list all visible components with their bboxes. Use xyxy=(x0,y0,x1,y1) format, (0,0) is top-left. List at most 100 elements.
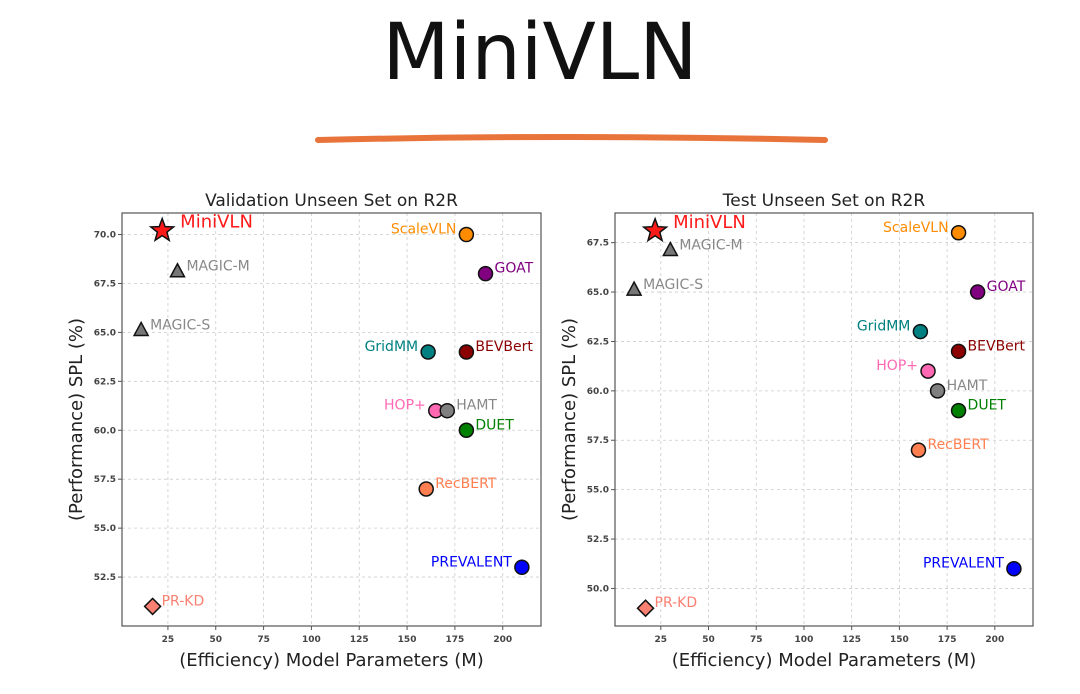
x-tick-label: 50 xyxy=(209,635,222,645)
circle-marker xyxy=(950,343,967,360)
triangle-marker xyxy=(662,240,679,257)
y-tick-label: 62.5 xyxy=(587,337,609,347)
data-point: BEVBert xyxy=(458,339,533,360)
circle-marker xyxy=(420,344,436,360)
triangle-marker xyxy=(169,262,186,278)
chart-2: 25 50 75 100 125 150 175 200 50.0 52.5 55.0 57.5 60.… xyxy=(559,191,1034,671)
point-label: MiniVLN xyxy=(673,212,746,233)
data-point: MAGIC-M xyxy=(169,259,250,278)
circle-marker xyxy=(920,363,936,379)
data-point: PREVALENT xyxy=(431,554,530,576)
circle-marker xyxy=(929,383,946,399)
data-point: MAGIC-M xyxy=(662,238,743,257)
x-tick-label: 125 xyxy=(842,635,861,645)
x-tick-label: 175 xyxy=(446,635,465,645)
page-title: MiniVLN xyxy=(382,8,698,98)
point-label: BEVBert xyxy=(475,339,533,355)
circle-marker xyxy=(950,225,967,241)
data-point: PR-KD xyxy=(636,595,698,618)
circle-marker xyxy=(477,265,494,282)
point-label: GridMM xyxy=(857,319,911,335)
data-point: ScaleVLN xyxy=(391,222,475,243)
y-tick-label: 52.5 xyxy=(94,573,116,583)
x-tick-label: 75 xyxy=(750,635,763,645)
point-label: PR-KD xyxy=(655,595,698,611)
chart-1: 25 50 75 100 125 150 175 200 52.5 55.0 57.5 60.0 62.… xyxy=(66,191,542,671)
y-tick-label: 57.5 xyxy=(587,436,609,446)
data-point: RecBERT xyxy=(910,437,989,458)
data-point: PREVALENT xyxy=(923,556,1022,577)
circle-marker xyxy=(969,284,986,300)
point-label: HOP+ xyxy=(876,358,918,374)
point-label: MiniVLN xyxy=(180,212,253,233)
y-tick-label: 65.0 xyxy=(94,328,116,338)
point-label: MAGIC-S xyxy=(150,317,210,333)
data-point: DUET xyxy=(950,398,1007,419)
y-tick-label: 60.0 xyxy=(587,387,609,397)
plot-frame xyxy=(614,212,1034,627)
y-tick-label: 55.0 xyxy=(94,524,116,534)
circle-marker xyxy=(458,422,475,439)
data-point: HOP+ xyxy=(876,358,936,379)
data-point: MiniVLN xyxy=(148,212,253,243)
data-point: HAMT xyxy=(439,398,497,419)
data-point: GOAT xyxy=(477,261,534,282)
y-tick-label: 70.0 xyxy=(94,231,116,241)
circle-marker xyxy=(418,481,434,497)
data-point: DUET xyxy=(458,417,514,439)
data-point: MAGIC-S xyxy=(132,317,210,337)
point-label: ScaleVLN xyxy=(883,220,949,236)
x-tick-label: 25 xyxy=(162,635,175,645)
data-point: GOAT xyxy=(969,279,1026,300)
circle-marker xyxy=(458,344,475,360)
data-point: GridMM xyxy=(857,319,929,340)
triangle-marker xyxy=(625,280,643,296)
x-tick-label: 25 xyxy=(655,635,668,645)
data-point: MiniVLN xyxy=(641,212,746,243)
point-label: PREVALENT xyxy=(923,556,1004,572)
point-label: MAGIC-M xyxy=(186,259,249,275)
y-tick-label: 62.5 xyxy=(94,377,116,387)
plot-frame xyxy=(121,212,542,627)
data-point: ScaleVLN xyxy=(883,220,967,241)
y-tick-label: 67.5 xyxy=(587,239,609,249)
point-label: PR-KD xyxy=(162,593,205,609)
data-point: RecBERT xyxy=(418,476,497,497)
point-label: PREVALENT xyxy=(431,554,512,570)
point-label: GOAT xyxy=(987,279,1026,295)
x-axis-label: (Efficiency) Model Parameters (M) xyxy=(672,650,977,671)
point-label: HAMT xyxy=(456,398,497,414)
chart-title: Test Unseen Set on R2R xyxy=(722,191,926,211)
circle-marker xyxy=(912,323,929,340)
point-label: GridMM xyxy=(365,339,419,355)
y-tick-label: 65.0 xyxy=(587,288,609,298)
data-point: PR-KD xyxy=(143,593,205,616)
triangle-marker xyxy=(132,320,150,337)
point-label: HOP+ xyxy=(384,398,426,414)
y-tick-label: 60.0 xyxy=(94,426,116,436)
point-label: GOAT xyxy=(495,261,534,277)
point-label: RecBERT xyxy=(927,437,989,453)
star-marker xyxy=(641,216,669,243)
circle-marker xyxy=(950,402,967,419)
x-tick-label: 100 xyxy=(795,635,814,645)
circle-marker xyxy=(458,226,475,243)
title-underline xyxy=(315,134,828,143)
x-tick-label: 150 xyxy=(398,635,417,645)
data-point: MAGIC-S xyxy=(625,277,703,296)
data-point: BEVBert xyxy=(950,338,1026,360)
x-tick-label: 125 xyxy=(350,635,369,645)
point-label: DUET xyxy=(968,398,1007,414)
x-tick-label: 75 xyxy=(257,635,270,645)
y-tick-label: 67.5 xyxy=(94,279,116,289)
y-axis-label: (Performance) SPL (%) xyxy=(66,318,87,521)
circle-marker xyxy=(1006,560,1022,577)
x-tick-label: 175 xyxy=(938,635,957,645)
x-tick-label: 200 xyxy=(985,635,1004,645)
y-axis-label: (Performance) SPL (%) xyxy=(559,318,580,521)
diamond-marker xyxy=(636,599,655,618)
x-tick-label: 200 xyxy=(493,635,512,645)
x-axis-label: (Efficiency) Model Parameters (M) xyxy=(179,650,484,671)
data-point: HAMT xyxy=(929,378,988,399)
